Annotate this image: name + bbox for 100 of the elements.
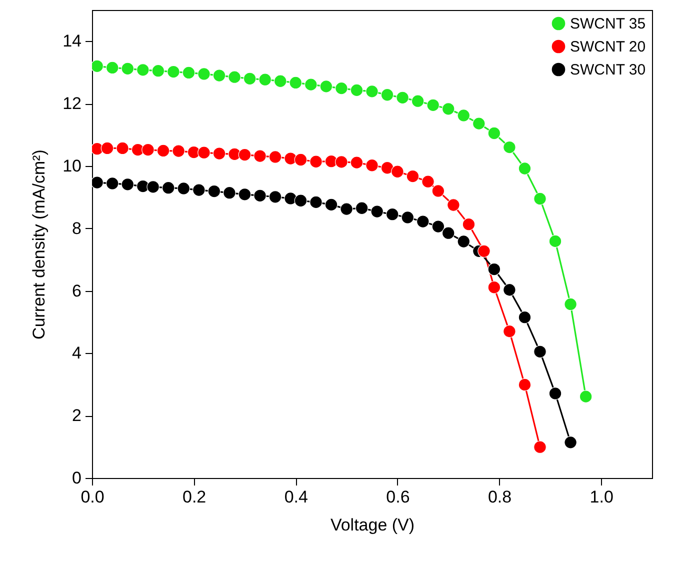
point [228,70,241,84]
point [198,146,210,159]
point [274,74,287,88]
point [488,126,501,140]
point [258,73,272,86]
point [447,198,460,212]
point [422,175,434,188]
x-tick-label: 0.4 [284,488,308,506]
point [208,184,221,198]
point [121,62,134,76]
point [340,202,353,216]
point [534,192,546,206]
point [548,234,562,248]
point [350,84,364,97]
x-tick-label: 1.0 [590,488,614,506]
point [534,345,546,358]
point [238,148,252,162]
y-tick-label: 6 [72,281,82,300]
point [324,198,338,212]
x-tick-label: 0.0 [80,488,104,506]
point [310,155,322,168]
point [294,153,308,166]
point [564,436,577,449]
point [100,142,114,155]
point [355,202,368,215]
x-tick-label: 0.6 [386,488,410,506]
point [416,215,430,228]
point [106,177,119,190]
point [442,102,455,116]
point [462,218,476,231]
point [426,98,440,112]
point [238,188,252,201]
x-tick-label: 0.2 [182,488,206,506]
legend-label: SWCNT 35 [570,16,646,32]
point [212,69,226,82]
y-tick-label: 2 [72,406,82,426]
y-tick-label: 14 [62,32,82,51]
point [579,390,592,403]
point [442,226,455,240]
point [121,178,134,191]
point [503,140,516,154]
point [366,85,378,98]
point [310,196,322,209]
point [228,148,241,161]
point [518,310,532,324]
point [457,235,470,248]
y-tick-label: 12 [62,94,82,114]
point [243,72,256,86]
point [177,182,190,195]
point [146,180,160,194]
point [192,184,206,196]
point [212,147,226,160]
point [478,244,490,258]
point [518,378,532,392]
y-tick-label: 8 [72,218,82,238]
point [152,64,165,78]
point [386,208,399,221]
point [294,194,308,208]
point [380,161,394,174]
point [289,76,302,90]
point [254,150,266,162]
point [254,189,266,202]
point [335,156,348,168]
point [268,190,282,204]
point [162,181,175,194]
point [432,220,445,233]
point [223,186,236,200]
point [136,63,150,76]
point [548,387,562,400]
point [503,283,516,296]
point [106,61,119,74]
point [198,68,210,80]
point [564,298,577,311]
point [488,280,501,294]
point [366,158,378,172]
point [457,109,470,122]
legend-label: SWCNT 30 [570,62,646,78]
point [396,91,409,104]
point [182,66,196,80]
y-tick-label: 4 [72,344,82,363]
y-tick-label: 10 [62,156,82,176]
point [370,205,384,218]
point [304,78,318,91]
point [167,65,180,78]
point [335,82,348,95]
x-axis-title: Voltage (V) [330,516,415,534]
x-tick-label: 0.8 [488,488,512,506]
point [284,152,297,165]
point [350,156,364,169]
point [411,94,424,108]
point [320,80,333,93]
point [268,150,282,164]
point [534,440,546,454]
point [172,144,185,158]
y-axis-title: Current density (mA/cm²) [30,150,49,340]
legend-label: SWCNT 20 [570,38,646,56]
point [92,60,104,73]
point [142,143,154,156]
point [432,184,445,198]
point [488,262,501,276]
